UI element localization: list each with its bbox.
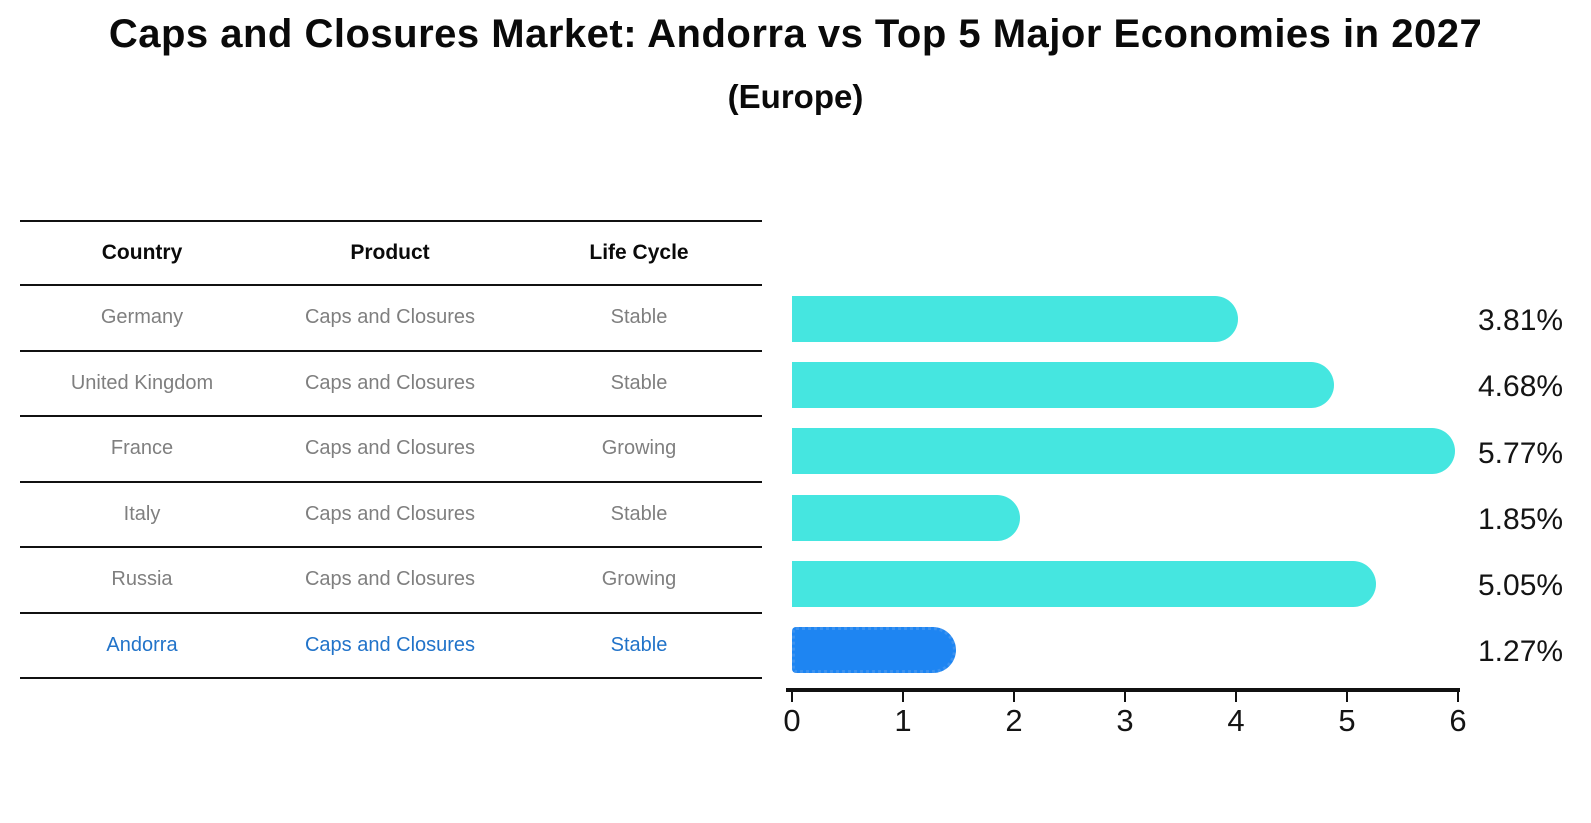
bar-value-label: 3.81% xyxy=(1478,304,1564,338)
x-axis-tick-mark xyxy=(1012,691,1016,702)
table-row: France Caps and Closures Growing xyxy=(20,417,762,483)
table-cell-life-cycle: Growing xyxy=(601,568,677,591)
bar-value-label: 1.85% xyxy=(1478,502,1564,536)
x-axis-tick-label: 0 xyxy=(783,703,801,738)
table-cell-product: Caps and Closures xyxy=(304,437,476,460)
table-cell-country: France xyxy=(110,437,174,460)
x-axis-tick-label: 5 xyxy=(1338,703,1356,738)
bar-value-label: 1.27% xyxy=(1478,635,1564,669)
table-cell-life-cycle: Growing xyxy=(601,437,677,460)
table-cell-life-cycle: Stable xyxy=(610,633,668,656)
table-header-product: Product xyxy=(350,241,430,264)
x-axis-tick-label: 3 xyxy=(1116,703,1134,738)
x-axis-tick-mark xyxy=(1345,691,1349,702)
bar-row xyxy=(792,286,1458,352)
x-axis-tick-mark xyxy=(1234,691,1238,702)
bar-row xyxy=(792,418,1458,484)
table-cell-product: Caps and Closures xyxy=(304,306,476,329)
table-cell-product: Caps and Closures xyxy=(304,568,476,591)
bar-plot-area xyxy=(792,286,1458,683)
x-axis-tick-mark xyxy=(901,691,905,702)
bar-united-kingdom xyxy=(792,362,1335,409)
bar-row xyxy=(792,551,1458,617)
table-row: Andorra Caps and Closures Stable xyxy=(20,614,762,679)
table-cell-country: Germany xyxy=(100,306,184,329)
table-row: Russia Caps and Closures Growing xyxy=(20,548,762,614)
table-header-country: Country xyxy=(101,241,183,264)
bar-value-label: 4.68% xyxy=(1478,370,1564,404)
bar-russia xyxy=(792,560,1376,607)
table-cell-product: Caps and Closures xyxy=(304,633,476,656)
table-cell-product: Caps and Closures xyxy=(304,371,476,394)
bar-row xyxy=(792,352,1458,418)
country-table: Country Product Life Cycle Germany Caps a… xyxy=(20,220,762,679)
x-axis-tick-label: 6 xyxy=(1449,703,1467,738)
table-cell-country: Russia xyxy=(111,568,173,591)
x-axis-tick-mark xyxy=(1123,691,1127,702)
chart-title: Caps and Closures Market: Andorra vs Top… xyxy=(108,12,1483,56)
bar-row xyxy=(792,617,1458,683)
table-cell-country: United Kingdom xyxy=(70,371,214,394)
table-row: Italy Caps and Closures Stable xyxy=(20,483,762,548)
table-row: United Kingdom Caps and Closures Stable xyxy=(20,352,762,417)
table-header-life-cycle: Life Cycle xyxy=(589,241,689,264)
x-axis-line xyxy=(786,688,1460,692)
table-cell-life-cycle: Stable xyxy=(610,371,668,394)
bar-germany xyxy=(792,296,1238,342)
x-axis-tick-label: 4 xyxy=(1227,703,1245,738)
bar-value-label: 5.77% xyxy=(1478,436,1564,470)
x-axis-tick-mark xyxy=(1456,691,1460,702)
table-cell-country: Andorra xyxy=(106,633,178,656)
table-row: Germany Caps and Closures Stable xyxy=(20,286,762,352)
bar-value-label: 5.05% xyxy=(1478,568,1564,602)
table-cell-life-cycle: Stable xyxy=(610,306,668,329)
table-body: Germany Caps and Closures Stable United Kin… xyxy=(20,286,762,679)
x-axis-tick-label: 1 xyxy=(894,703,912,738)
bar-highlight-andorra xyxy=(792,626,956,673)
bar-france xyxy=(792,428,1456,475)
table-cell-country: Italy xyxy=(123,502,161,525)
bar-row xyxy=(792,485,1458,551)
table-header-row: Country Product Life Cycle xyxy=(20,220,762,286)
table-cell-life-cycle: Stable xyxy=(610,502,668,525)
table-cell-product: Caps and Closures xyxy=(304,502,476,525)
x-axis-tick-mark xyxy=(790,691,794,702)
chart-subtitle: (Europe) xyxy=(727,78,864,115)
x-axis-tick-label: 2 xyxy=(1005,703,1023,738)
bar-italy xyxy=(792,494,1021,541)
